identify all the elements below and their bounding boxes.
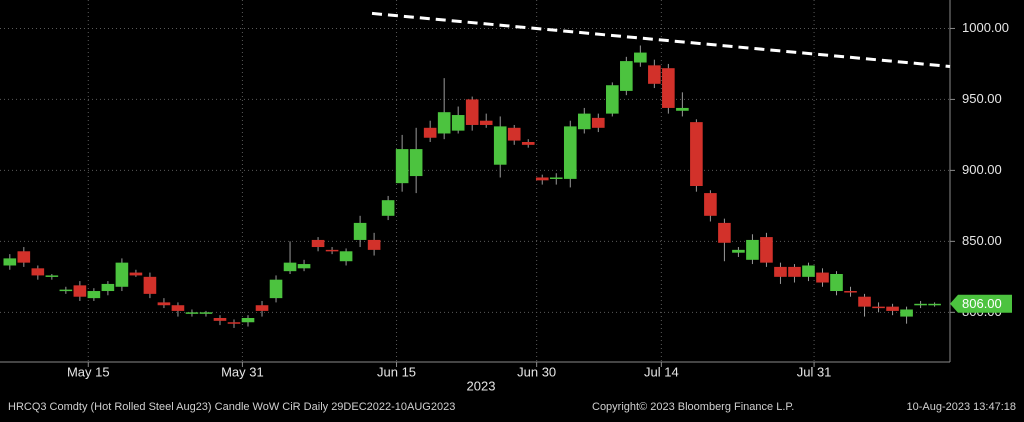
x-tick-label: Jun 15 bbox=[377, 364, 416, 379]
candle-body bbox=[774, 266, 787, 277]
candle-body bbox=[690, 122, 703, 186]
candle-body bbox=[87, 291, 101, 299]
last-price-label: 806.00 bbox=[962, 296, 1002, 311]
candle-body bbox=[3, 258, 17, 266]
candle-body bbox=[718, 222, 731, 243]
x-tick-label: May 15 bbox=[67, 364, 110, 379]
trendline bbox=[371, 11, 951, 68]
candle-body bbox=[269, 279, 283, 299]
last-price-tag bbox=[950, 294, 1012, 313]
x-tick-label: Jul 14 bbox=[644, 364, 679, 379]
candle-body bbox=[732, 249, 745, 253]
candle-body bbox=[143, 276, 157, 294]
candle-body bbox=[129, 272, 143, 276]
candle-body bbox=[662, 68, 675, 108]
candle-body bbox=[367, 239, 381, 250]
x-axis-label: 2023 bbox=[467, 378, 496, 393]
candle-body bbox=[634, 52, 647, 63]
footer-right: 10-Aug-2023 13:47:18 bbox=[907, 401, 1016, 413]
y-tick-label: 950.00 bbox=[962, 91, 1002, 106]
candle-body bbox=[185, 312, 199, 314]
candle-body bbox=[199, 312, 213, 314]
candle-body bbox=[760, 237, 773, 263]
candle-body bbox=[802, 265, 815, 277]
footer-center: Copyright© 2023 Bloomberg Finance L.P. bbox=[592, 401, 794, 413]
candle-body bbox=[437, 112, 451, 134]
y-tick-label: 900.00 bbox=[962, 162, 1002, 177]
candle-body bbox=[620, 61, 633, 91]
candle-body bbox=[479, 120, 493, 125]
candle-body bbox=[872, 306, 885, 309]
candle-body bbox=[900, 309, 913, 317]
candle-body bbox=[606, 85, 619, 114]
candle-body bbox=[535, 177, 549, 181]
candle-body bbox=[928, 303, 941, 306]
candle-body bbox=[325, 249, 339, 252]
candle-body bbox=[451, 115, 465, 131]
candle-body bbox=[788, 266, 801, 277]
candle-body bbox=[704, 193, 717, 216]
candle-body bbox=[339, 251, 353, 262]
candle-body bbox=[381, 200, 395, 216]
candle-body bbox=[353, 222, 367, 240]
candle-body bbox=[283, 262, 297, 272]
candle-body bbox=[395, 149, 409, 184]
candle-body bbox=[311, 239, 325, 248]
x-tick-label: Jun 30 bbox=[517, 364, 556, 379]
candle-body bbox=[830, 274, 843, 292]
candle-body bbox=[886, 306, 899, 311]
candle-body bbox=[507, 127, 521, 141]
candle-body bbox=[73, 285, 87, 297]
candle-body bbox=[241, 318, 255, 323]
candle-body bbox=[914, 303, 927, 306]
x-tick-label: May 31 bbox=[221, 364, 264, 379]
candle-body bbox=[101, 283, 115, 292]
candle-body bbox=[423, 127, 437, 138]
candle-body bbox=[255, 305, 269, 311]
candle-body bbox=[17, 251, 31, 263]
candle-body bbox=[409, 149, 423, 177]
candle-body bbox=[115, 262, 129, 287]
candle-body bbox=[591, 117, 605, 128]
footer-left: HRCQ3 Comdty (Hot Rolled Steel Aug23) Ca… bbox=[8, 401, 455, 413]
candle-body bbox=[549, 177, 563, 179]
candle-body bbox=[493, 126, 507, 165]
candle-body bbox=[213, 318, 227, 321]
candle-body bbox=[844, 291, 857, 293]
candle-body bbox=[465, 99, 479, 125]
candle-body bbox=[563, 126, 577, 179]
candle-body bbox=[858, 296, 871, 307]
candle-body bbox=[45, 275, 59, 277]
candle-body bbox=[521, 142, 535, 145]
candle-body bbox=[171, 305, 185, 311]
y-tick-label: 850.00 bbox=[962, 233, 1002, 248]
candle-body bbox=[746, 239, 759, 260]
y-tick-label: 1000.00 bbox=[962, 20, 1009, 35]
candle-body bbox=[227, 322, 241, 324]
candle-body bbox=[31, 268, 45, 276]
candle-body bbox=[297, 264, 311, 269]
candle-body bbox=[157, 302, 171, 306]
candle-body bbox=[59, 289, 73, 292]
x-tick-label: Jul 31 bbox=[797, 364, 832, 379]
candle-body bbox=[676, 107, 689, 111]
candle-body bbox=[648, 65, 661, 84]
candle-body bbox=[816, 272, 829, 283]
candle-body bbox=[577, 113, 591, 130]
